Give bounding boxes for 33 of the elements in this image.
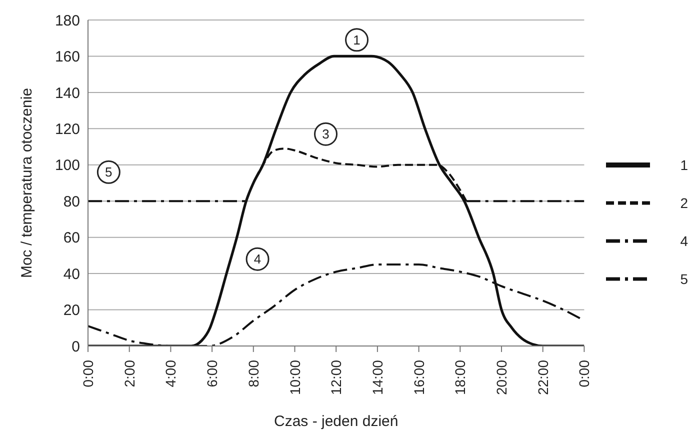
y-tick-label: 180 — [54, 12, 80, 30]
legend-label: 1 — [680, 157, 688, 173]
legend-label: 5 — [680, 271, 688, 287]
x-tick-label: 18:00 — [452, 360, 468, 396]
x-tick-label: 0:00 — [80, 360, 96, 388]
y-tick-label: 140 — [54, 84, 80, 102]
legend-label: 2 — [680, 195, 688, 211]
y-tick-label: 40 — [63, 266, 80, 283]
y-tick-label: 100 — [54, 157, 80, 174]
x-tick-label: 4:00 — [162, 360, 179, 388]
x-tick-label: 2:00 — [121, 360, 138, 388]
x-tick-label: 22:00 — [534, 360, 551, 396]
y-tick-label: 60 — [63, 230, 80, 247]
x-tick-label: 20:00 — [494, 360, 510, 396]
x-tick-label: 10:00 — [286, 360, 303, 396]
annotation: 4 — [254, 252, 262, 267]
y-tick-label: 160 — [54, 48, 80, 66]
y-tick-label: 20 — [63, 302, 80, 320]
legend-label: 4 — [680, 233, 688, 249]
y-tick-label: 120 — [54, 120, 80, 138]
x-tick-label: 0:00 — [576, 360, 592, 388]
annotation: 5 — [105, 164, 112, 180]
x-tick-label: 8:00 — [245, 360, 262, 388]
y-tick-label: 0 — [72, 338, 80, 356]
annotation: 3 — [322, 126, 330, 142]
x-tick-label: 12:00 — [328, 360, 344, 396]
x-tick-label: 14:00 — [369, 360, 386, 396]
x-axis-title: Czas - jeden dzień — [274, 413, 398, 430]
x-tick-label: 16:00 — [410, 360, 427, 396]
x-tick-label: 6:00 — [204, 360, 220, 388]
annotation: 1 — [353, 32, 360, 48]
y-axis-title: Moc / temperatura otoczenie — [18, 88, 36, 278]
y-tick-label: 80 — [63, 193, 80, 210]
